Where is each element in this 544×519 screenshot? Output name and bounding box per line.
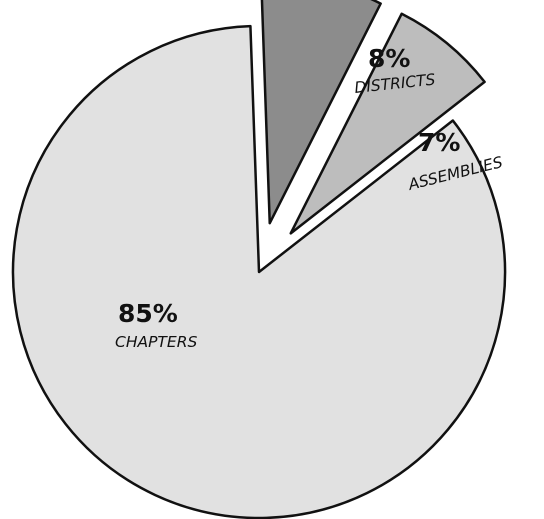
pie-slice-districts xyxy=(260,0,382,225)
pie-slice-chapters xyxy=(11,24,507,519)
assemblies-percent-label: 7% xyxy=(418,128,460,157)
chapters-percent-label: 85% xyxy=(118,299,178,328)
pie-slice-assemblies xyxy=(289,12,486,235)
chapters-category-label: CHAPTERS xyxy=(115,333,197,351)
districts-percent-label: 8% xyxy=(368,44,410,73)
